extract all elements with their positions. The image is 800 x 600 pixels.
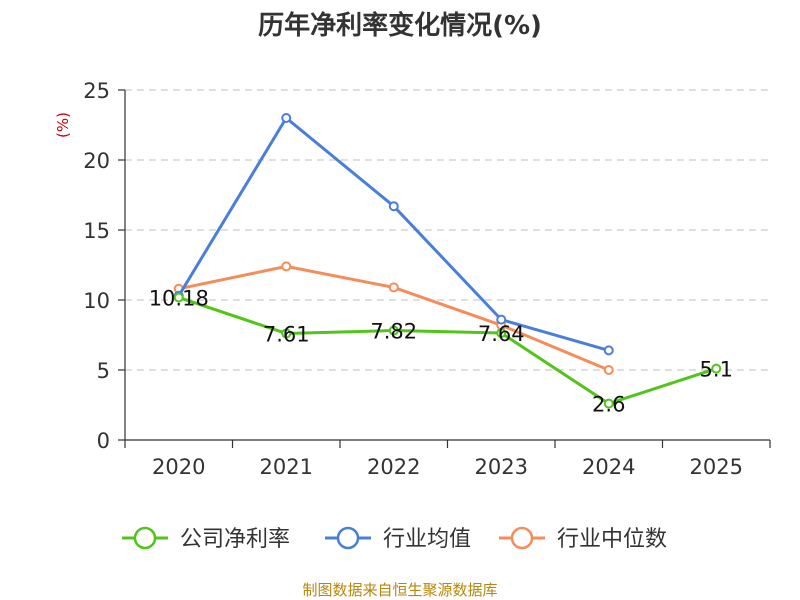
series-0-point-2022 <box>388 325 399 336</box>
legend-item-0[interactable]: 公司净利率 <box>122 526 290 552</box>
series-0-point-2023 <box>496 328 507 339</box>
series <box>173 113 722 409</box>
series-0-point-2025 <box>711 363 722 374</box>
series-line-1 <box>177 116 610 352</box>
legend-item-2[interactable]: 行业中位数 <box>499 526 667 552</box>
y-tick-label: 0 <box>97 429 110 453</box>
series-2-point-2022 <box>388 282 399 293</box>
data-label-2020: 10.18 <box>149 286 209 310</box>
x-tick-label-2024: 2024 <box>582 455 635 479</box>
legend-item-1[interactable]: 行业均值 <box>325 526 471 552</box>
grid <box>125 89 770 371</box>
y-tick-label: 5 <box>97 359 110 383</box>
series-2-point-2024 <box>603 365 614 375</box>
legend-marker-1 <box>336 526 360 550</box>
series-0-point-2024 <box>603 398 614 409</box>
legend-label-2: 行业中位数 <box>557 527 667 552</box>
series-2-point-2021 <box>281 261 292 272</box>
y-tick-label: 25 <box>83 79 110 103</box>
data-label-2024: 2.6 <box>592 393 625 417</box>
series-1-point-2024 <box>603 345 614 356</box>
series-1-point-2022 <box>388 201 399 212</box>
data-label-2021: 7.61 <box>263 322 310 346</box>
series-0-point-2020 <box>173 292 184 303</box>
legend-label-0: 公司净利率 <box>180 527 290 552</box>
legend-marker-2 <box>510 526 534 550</box>
series-line-0 <box>178 296 717 406</box>
series-1-point-2023 <box>496 314 507 325</box>
y-tick-label: 15 <box>83 219 110 243</box>
x-tick-label-2022: 2022 <box>367 455 420 479</box>
source-note: 制图数据来自恒生聚源数据库 <box>302 581 497 599</box>
series-0-point-2021 <box>281 328 292 339</box>
x-tick-label-2021: 2021 <box>260 455 313 479</box>
y-tick-label: 10 <box>83 289 110 313</box>
legend[interactable]: 公司净利率 行业均值 行业中位数 <box>122 526 667 552</box>
legend-label-1: 行业均值 <box>383 527 471 552</box>
chart-title: 历年净利率变化情况(%) <box>258 10 542 41</box>
data-label-2023: 7.64 <box>478 322 525 346</box>
x-tick-label-2025: 2025 <box>690 455 743 479</box>
y-axis-unit: (%) <box>54 112 72 138</box>
data-label-2025: 5.1 <box>700 358 733 382</box>
series-1-point-2021 <box>281 113 292 123</box>
x-tick-label-2023: 2023 <box>475 455 528 479</box>
data-labels: 10.18 7.61 7.82 7.64 2.6 5.1 <box>149 286 733 416</box>
x-tick-label-2020: 2020 <box>152 455 205 479</box>
legend-marker-0 <box>133 526 157 550</box>
y-tick-label: 20 <box>83 149 110 173</box>
data-label-2022: 7.82 <box>370 320 417 344</box>
